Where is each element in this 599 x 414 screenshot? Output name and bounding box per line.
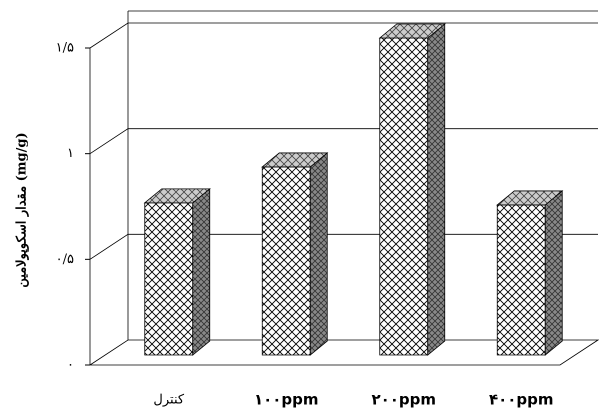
bar-side xyxy=(192,187,211,356)
bar xyxy=(261,152,329,356)
floor xyxy=(88,339,599,366)
bar-front xyxy=(261,166,311,356)
bar-front xyxy=(379,37,429,356)
bar-front xyxy=(144,202,194,356)
bar-side xyxy=(544,190,563,356)
bar-top xyxy=(378,23,446,39)
bar-top xyxy=(496,190,564,206)
bar xyxy=(496,190,564,356)
bar-front xyxy=(496,204,546,356)
grid-line xyxy=(89,128,598,155)
x-tick-label: ۲۰۰ppm xyxy=(371,391,436,409)
grid-line xyxy=(89,22,598,49)
x-tick-label: کنترل xyxy=(153,393,184,408)
y-tick-label: ۰/۵ xyxy=(56,252,74,267)
y-tick-label: ۱ xyxy=(67,146,74,161)
bar xyxy=(378,23,446,356)
x-tick-label: ۴۰۰ppm xyxy=(489,391,554,409)
y-tick-label: ۰ xyxy=(67,358,74,373)
y-axis-label: مقدار اسکوپولامین (mg/g) xyxy=(15,132,30,287)
bar-top xyxy=(261,152,329,168)
bar-side xyxy=(309,152,328,356)
x-tick-label: ۱۰۰ppm xyxy=(254,391,319,409)
bar-side xyxy=(427,23,446,356)
y-tick-label: ۱/۵ xyxy=(56,41,74,56)
bar xyxy=(143,187,211,356)
bar-top xyxy=(143,188,211,204)
